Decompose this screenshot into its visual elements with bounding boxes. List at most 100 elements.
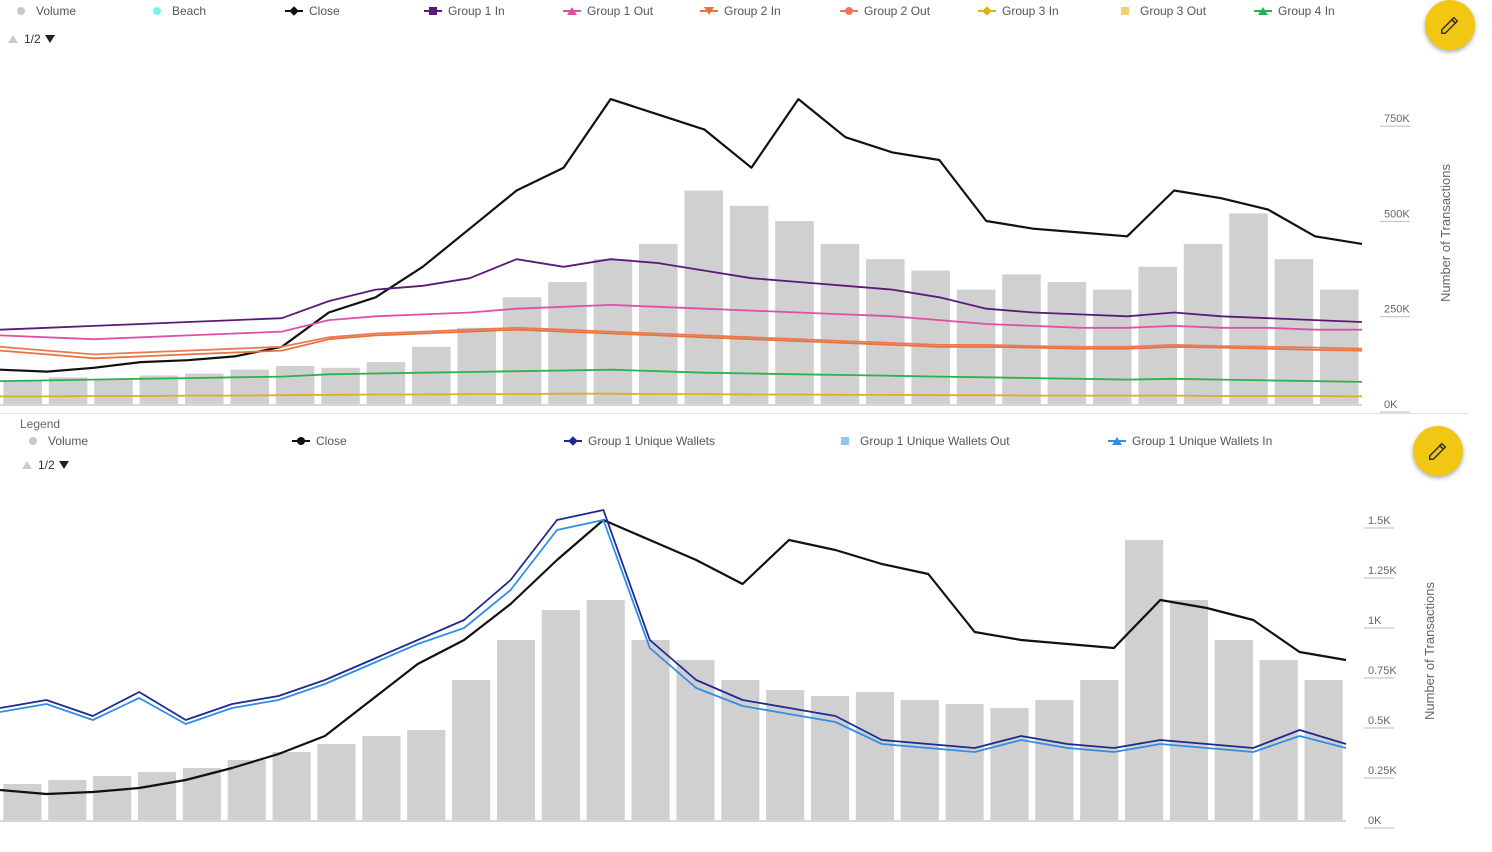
legend-item-close[interactable]: Close — [285, 4, 340, 18]
volume-bar — [1214, 640, 1253, 820]
volume-bar — [676, 660, 715, 820]
legend-swatch-icon — [840, 5, 858, 17]
volume-bar — [855, 692, 894, 820]
volume-bar — [729, 205, 769, 404]
top-pager-label: 1/2 — [24, 32, 41, 46]
y-tick-label: 1.25K — [1368, 565, 1397, 577]
legend-item-volume[interactable]: Volume — [12, 4, 76, 18]
legend-label: Group 3 Out — [1140, 4, 1207, 18]
legend-item-group-1-unique-wallets-out[interactable]: Group 1 Unique Wallets Out — [836, 434, 1010, 448]
legend-item-beach[interactable]: Beach — [148, 4, 206, 18]
volume-bar — [48, 780, 87, 820]
y-tick-label: 750K — [1384, 113, 1410, 125]
legend-swatch-icon — [978, 5, 996, 17]
legend-swatch-icon — [1108, 435, 1126, 447]
legend-label: Beach — [172, 4, 207, 18]
series-line-group-1-unique-wallets-in — [0, 519, 1347, 753]
volume-bar — [1229, 213, 1268, 404]
volume-bar — [275, 365, 315, 404]
y-tick-label: 1.5K — [1368, 515, 1391, 527]
top-legend: Volume Beach Close Group 1 In Group 1 Out Gro… — [0, 4, 1400, 20]
y-tick-label: 0K — [1384, 399, 1398, 411]
series-line-group-1-unique-wallets — [0, 509, 1347, 749]
volume-bar — [227, 760, 266, 820]
bottom-legend-pager[interactable]: 1/2 — [22, 458, 69, 472]
volume-bar — [1304, 680, 1343, 820]
legend-item-close[interactable]: Close — [292, 434, 347, 448]
legend-item-group-2-in[interactable]: Group 2 In — [700, 4, 781, 18]
volume-bar — [272, 752, 311, 820]
pager-up-icon[interactable] — [22, 461, 32, 469]
volume-bar — [502, 297, 542, 404]
legend-label: Volume — [36, 4, 77, 18]
legend-swatch-icon — [563, 5, 581, 17]
legend-swatch-icon — [292, 435, 310, 447]
bottom-legend-caption: Legend — [20, 417, 61, 431]
legend-label: Group 2 Out — [864, 4, 931, 18]
legend-label: Group 1 Unique Wallets — [588, 434, 715, 448]
series-line-group-1-in — [0, 258, 1363, 331]
volume-bar — [990, 708, 1029, 820]
series-line-close — [0, 518, 1347, 796]
legend-item-group-1-out[interactable]: Group 1 Out — [563, 4, 653, 18]
pager-down-icon[interactable] — [58, 461, 69, 469]
volume-bar — [1125, 540, 1164, 820]
y-tick-label: 1K — [1368, 615, 1382, 627]
volume-bar — [412, 346, 451, 404]
legend-item-group-3-out[interactable]: Group 3 Out — [1116, 4, 1206, 18]
legend-swatch-icon — [148, 5, 166, 17]
volume-bar — [1259, 660, 1298, 820]
y-axis-title: Number of Transactions — [1438, 163, 1453, 302]
pager-down-icon[interactable] — [44, 35, 55, 43]
series-line-group-3-in — [0, 392, 1363, 398]
bottom-chart: 0K 0.25K 0.5K 0.75K 1K 1.25K 1.5K Number of Tra… — [0, 509, 1437, 829]
volume-bar — [230, 369, 269, 404]
legend-swatch-icon — [1116, 5, 1134, 17]
legend-item-group-1-unique-wallets[interactable]: Group 1 Unique Wallets — [564, 434, 715, 448]
legend-label: Group 3 In — [1002, 4, 1059, 18]
volume-bar — [911, 270, 950, 404]
volume-bar — [93, 776, 132, 820]
volume-bar — [810, 696, 850, 820]
legend-item-group-2-out[interactable]: Group 2 Out — [840, 4, 930, 18]
top-chart: 0K 250K 500K 750K Number of Transactions — [0, 97, 1453, 413]
bottom-pager-label: 1/2 — [38, 458, 55, 472]
volume-bar — [457, 327, 496, 404]
series-line-group-2-in — [0, 328, 1363, 360]
volume-bar — [1183, 243, 1223, 404]
pager-up-icon[interactable] — [8, 35, 18, 43]
volume-bar — [496, 640, 536, 820]
y-tick-label: 0.5K — [1368, 715, 1391, 727]
legend-item-group-1-in[interactable]: Group 1 In — [424, 4, 505, 18]
volume-bar — [366, 362, 406, 404]
panel-divider — [0, 413, 1468, 414]
legend-item-group-3-in[interactable]: Group 3 In — [978, 4, 1059, 18]
volume-bar — [820, 243, 860, 404]
legend-label: Group 1 Unique Wallets In — [1132, 434, 1273, 448]
top-edit-button[interactable] — [1425, 0, 1475, 50]
y-tick-label: 500K — [1384, 208, 1410, 220]
y-tick-label: 0.75K — [1368, 665, 1397, 677]
volume-bar — [362, 736, 401, 820]
volume-bar — [1002, 274, 1041, 404]
legend-label: Close — [316, 434, 347, 448]
legend-label: Group 1 In — [448, 4, 505, 18]
volume-bar — [945, 704, 984, 820]
volume-bar — [317, 744, 356, 820]
legend-item-volume[interactable]: Volume — [24, 434, 88, 448]
volume-bar — [721, 680, 760, 820]
volume-bar — [3, 381, 42, 404]
bottom-edit-button[interactable] — [1413, 426, 1463, 476]
legend-item-group-1-unique-wallets-in[interactable]: Group 1 Unique Wallets In — [1108, 434, 1272, 448]
legend-label: Close — [309, 4, 340, 18]
volume-bar — [684, 190, 723, 404]
volume-bar — [1138, 266, 1177, 404]
top-legend-pager[interactable]: 1/2 — [8, 32, 55, 46]
volume-bar — [1320, 289, 1359, 404]
volume-bar — [3, 784, 42, 820]
series-line-close — [0, 97, 1363, 373]
volume-bar — [94, 379, 133, 404]
legend-item-group-4-in[interactable]: Group 4 In — [1254, 4, 1335, 18]
legend-label: Group 1 Out — [587, 4, 654, 18]
legend-swatch-icon — [285, 5, 303, 17]
